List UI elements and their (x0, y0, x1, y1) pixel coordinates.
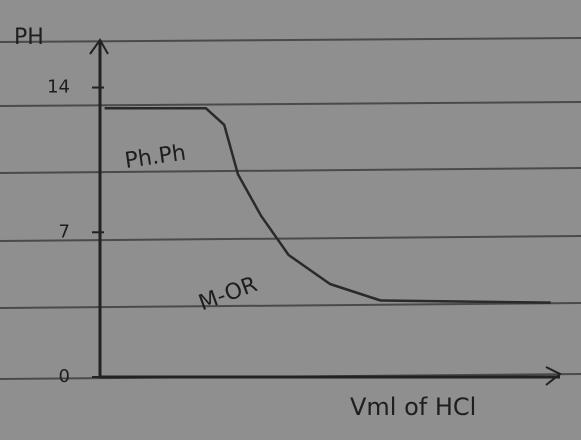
y-axis-label: PH (14, 25, 44, 50)
y-tick-label: 0 (59, 366, 70, 387)
x-axis-label: Vml of HCl (350, 393, 476, 421)
y-tick-label: 7 (59, 221, 70, 242)
chart: PH Vml of HCl 0714Ph.PhM-OR (0, 0, 581, 440)
y-tick-label: 14 (47, 77, 70, 98)
